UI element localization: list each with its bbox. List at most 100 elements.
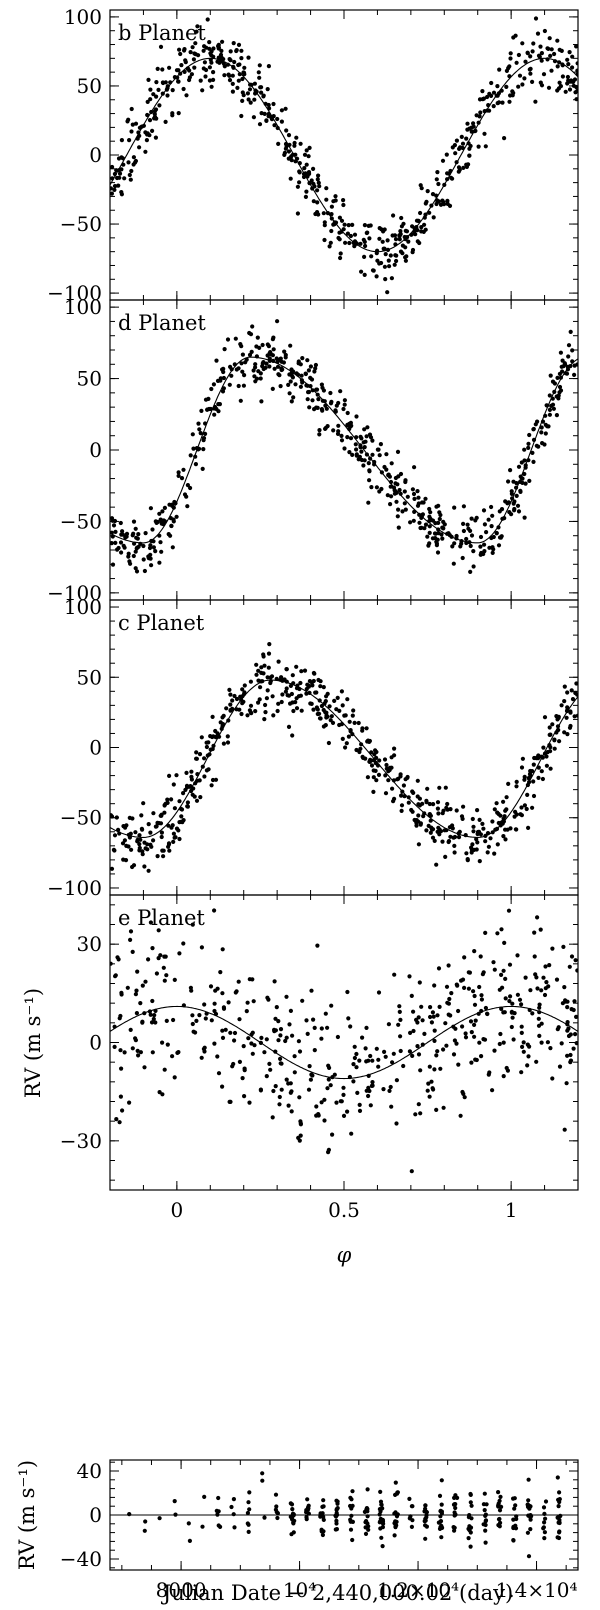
- panel-c-point: [189, 777, 194, 782]
- panel-b-point: [516, 84, 521, 89]
- panel-residuals-point: [496, 1490, 501, 1495]
- panel-d-point: [150, 527, 155, 532]
- panel-d-point: [314, 405, 319, 410]
- panel-d-point: [347, 421, 352, 426]
- panel-d-point: [251, 368, 256, 373]
- panel-d-point: [170, 545, 175, 550]
- panel-residuals-point: [423, 1503, 428, 1508]
- panel-b-point: [572, 77, 578, 82]
- panel-e-point: [508, 994, 513, 999]
- panel-d-point: [368, 435, 374, 440]
- panel-b-point: [195, 24, 200, 29]
- panel-b-point: [329, 204, 334, 209]
- panel-residuals-point: [453, 1505, 458, 1511]
- panel-d-point: [473, 518, 478, 523]
- panel-e-point: [456, 1008, 461, 1014]
- panel-e-point: [165, 1042, 170, 1047]
- panel-residuals-point: [334, 1518, 339, 1523]
- panel-residuals-point: [350, 1519, 355, 1524]
- panel-c-point: [110, 866, 115, 871]
- panel-c-point: [427, 812, 432, 817]
- panel-c-point: [210, 714, 215, 720]
- panel-c-point: [416, 842, 421, 847]
- panel-b-point: [112, 187, 117, 192]
- panel-c-point: [232, 693, 237, 699]
- panel-e-point: [335, 1034, 340, 1040]
- panel-c-point: [202, 774, 207, 779]
- panel-e-point: [550, 1076, 555, 1081]
- panel-e-point: [542, 992, 548, 998]
- panel-residuals-point: [466, 1536, 471, 1541]
- panel-b-point: [222, 73, 227, 78]
- panel-c-point: [575, 692, 578, 697]
- panel-d-point: [161, 518, 166, 523]
- panel-residuals-point: [348, 1495, 353, 1500]
- panel-b-point: [391, 213, 396, 218]
- y-tick-label: −100: [47, 876, 102, 900]
- panel-e-point: [569, 1007, 574, 1012]
- panel-e-point: [266, 997, 271, 1002]
- panel-residuals-point: [557, 1490, 562, 1495]
- panel-e-point: [322, 1118, 327, 1123]
- panel-b-point: [434, 177, 439, 182]
- panel-d-point: [320, 408, 325, 413]
- panel-c-point: [352, 720, 357, 726]
- panel-residuals-point: [260, 1471, 265, 1476]
- panel-c-point: [519, 765, 525, 770]
- panel-e-point: [481, 970, 486, 975]
- panel-b-points: [110, 16, 578, 295]
- panel-b-point: [265, 87, 270, 92]
- panel-c-point: [324, 694, 329, 699]
- panel-e-point: [278, 1061, 283, 1066]
- panel-b-point: [302, 152, 308, 157]
- panel-d-point: [362, 445, 367, 450]
- panel-d-point: [490, 513, 495, 518]
- panel-b-point: [316, 180, 321, 185]
- panel-d-point: [291, 395, 296, 400]
- panel-d-point: [184, 494, 189, 499]
- panel-c-point: [302, 668, 308, 673]
- panel-d-point: [290, 375, 295, 380]
- panel-e-point: [138, 1050, 143, 1055]
- panel-d-point: [490, 550, 495, 556]
- panel-c-point: [436, 811, 441, 816]
- panel-c-point: [190, 792, 195, 797]
- y-tick-label: 30: [77, 932, 102, 956]
- panel-d-point: [133, 566, 138, 571]
- panel-c-point: [418, 821, 423, 826]
- panel-c-point: [204, 744, 209, 750]
- panel-d-point: [366, 461, 371, 466]
- panel-e-point: [535, 915, 540, 920]
- panel-e-point: [534, 975, 539, 980]
- panel-b-point: [146, 77, 151, 82]
- panel-c-point: [261, 654, 266, 659]
- panel-b-point: [565, 81, 570, 86]
- panel-residuals-point: [555, 1475, 560, 1480]
- panel-d-point: [279, 366, 284, 371]
- panel-e-point: [477, 984, 482, 990]
- panel-e-point: [312, 1048, 317, 1053]
- panel-residuals-point: [483, 1513, 488, 1518]
- panel-d-point: [240, 369, 245, 374]
- panel-c-point: [167, 773, 172, 779]
- panel-e-point: [175, 1050, 180, 1055]
- panel-residuals-point: [497, 1508, 503, 1513]
- panel-e-point: [502, 1010, 507, 1015]
- panel-e-point: [325, 1086, 330, 1091]
- panel-d-point: [427, 506, 432, 512]
- panel-c-point: [382, 757, 388, 762]
- panel-e-point: [398, 1048, 403, 1054]
- panel-d-point: [530, 450, 535, 455]
- panel-e-point: [150, 946, 155, 951]
- panel-c-point: [290, 673, 295, 678]
- panel-e-point: [416, 1102, 421, 1107]
- panel-e-point: [454, 1041, 459, 1046]
- panel-e-point: [364, 1025, 369, 1030]
- panel-b-point: [464, 136, 469, 141]
- panel-b-point: [283, 106, 288, 111]
- panel-c-point: [570, 697, 576, 702]
- panel-e-label: e Planet: [118, 906, 205, 930]
- panel-e-point: [466, 970, 471, 975]
- panel-c-point: [386, 778, 391, 783]
- panel-c-point: [142, 864, 147, 869]
